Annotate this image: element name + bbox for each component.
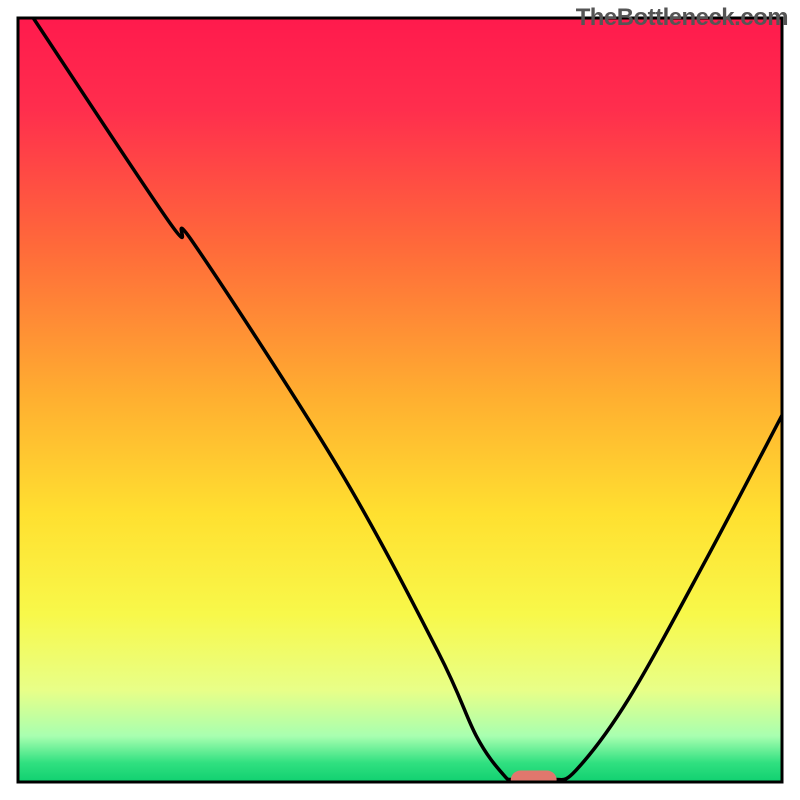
bottleneck-chart	[0, 0, 800, 800]
optimal-marker	[511, 771, 557, 789]
chart-container: TheBottleneck.com	[0, 0, 800, 800]
gradient-background	[18, 18, 782, 782]
watermark-text: TheBottleneck.com	[576, 4, 788, 32]
